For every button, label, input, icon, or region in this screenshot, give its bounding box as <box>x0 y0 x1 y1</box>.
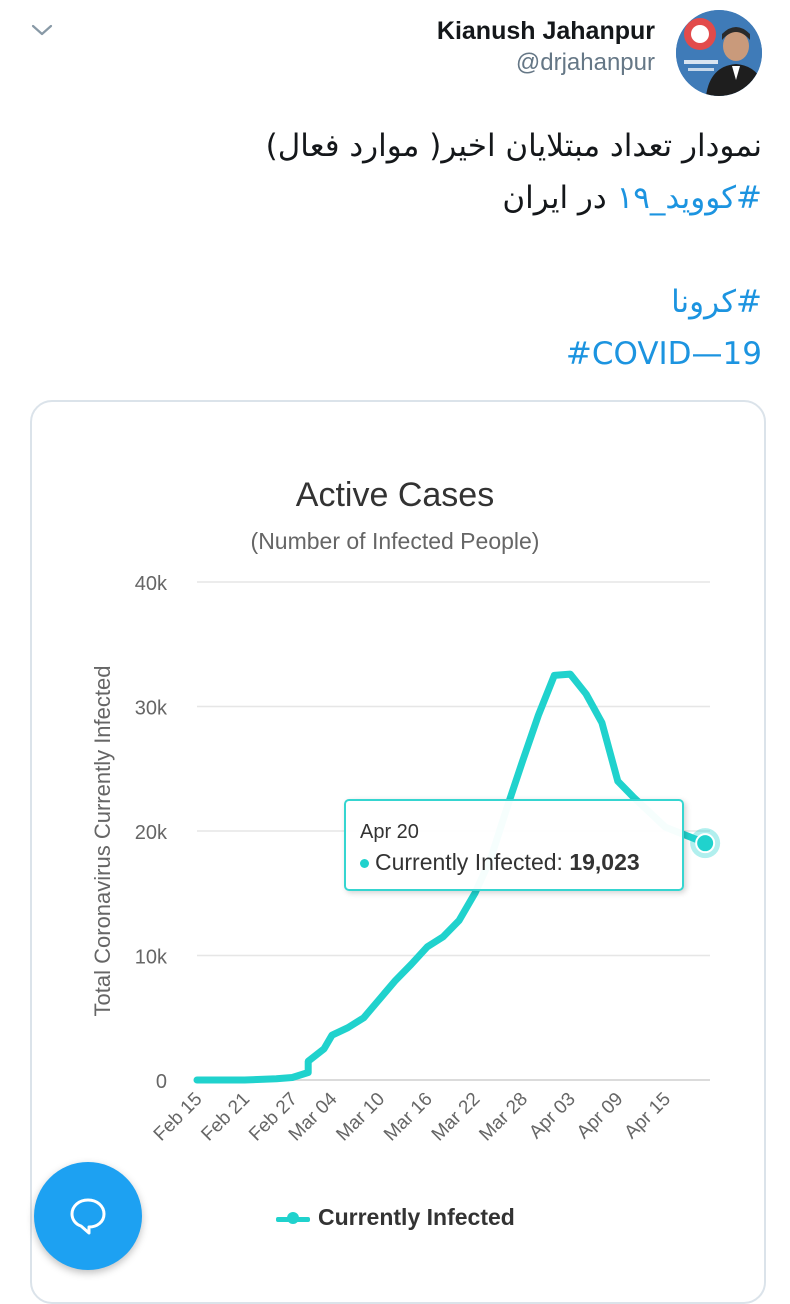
hashtag-covid-en[interactable]: #COVID—19 <box>565 336 762 372</box>
chart-legend-item[interactable]: Currently Infected <box>276 1204 515 1231</box>
chart-tooltip: Apr 20 Currently Infected: 19,023 <box>344 799 684 891</box>
x-tick-label: Feb 15 <box>150 1089 207 1146</box>
y-tick-label: 20k <box>135 822 168 844</box>
y-tick-label: 0 <box>156 1071 167 1093</box>
tooltip-value: 19,023 <box>569 849 640 875</box>
tooltip-date: Apr 20 <box>360 821 419 843</box>
data-point-apr-20 <box>695 833 716 854</box>
x-tick-label: Mar 10 <box>332 1089 389 1146</box>
hashtag-covid-fa[interactable]: #کووید_۱۹ <box>616 180 762 216</box>
tweet-text-line2: #کووید_۱۹ در ایران <box>22 172 762 224</box>
author-name[interactable]: Kianush Jahanpur <box>436 17 655 45</box>
avatar-image <box>676 10 762 96</box>
tooltip-series-dot <box>360 859 369 869</box>
y-axis-label: Total Coronavirus Currently Infected <box>90 666 115 1017</box>
tweet-author[interactable]: Kianush Jahanpur @drjahanpur <box>437 16 655 80</box>
hashtag-corona-fa[interactable]: #کرونا <box>671 284 762 320</box>
author-handle[interactable]: @drjahanpur <box>515 49 655 76</box>
speech-bubble-icon <box>70 1198 106 1235</box>
reply-button[interactable] <box>34 1162 142 1270</box>
x-tick-label: Apr 03 <box>525 1089 579 1143</box>
chart-title: Active Cases <box>295 476 495 514</box>
avatar[interactable] <box>676 10 762 96</box>
chart-subtitle: (Number of Infected People) <box>250 528 540 554</box>
x-tick-label: Mar 28 <box>475 1089 532 1146</box>
legend-label: Currently Infected <box>318 1204 515 1230</box>
x-tick-label: Mar 16 <box>380 1089 437 1146</box>
tweet-text-line1: نمودار تعداد مبتلایان اخیر( موارد فعال) <box>265 128 762 164</box>
chevron-down-icon[interactable] <box>30 18 54 42</box>
tooltip-series-label: Currently Infected: <box>375 849 563 875</box>
y-tick-label: 30k <box>135 698 168 720</box>
y-tick-label: 40k <box>135 573 168 595</box>
x-tick-label: Apr 09 <box>573 1089 627 1143</box>
x-tick-label: Feb 21 <box>197 1089 254 1146</box>
tooltip-row: Currently Infected: 19,023 <box>360 849 640 876</box>
legend-swatch <box>276 1211 310 1224</box>
series-line-currently-infected <box>193 670 709 1084</box>
tweet-text: نمودار تعداد مبتلایان اخیر( موارد فعال) … <box>22 120 762 380</box>
x-tick-label: Mar 22 <box>428 1089 485 1146</box>
y-tick-label: 10k <box>135 947 168 969</box>
tweet-text-line2-rest: در ایران <box>502 180 617 216</box>
x-tick-label: Apr 15 <box>621 1089 675 1143</box>
